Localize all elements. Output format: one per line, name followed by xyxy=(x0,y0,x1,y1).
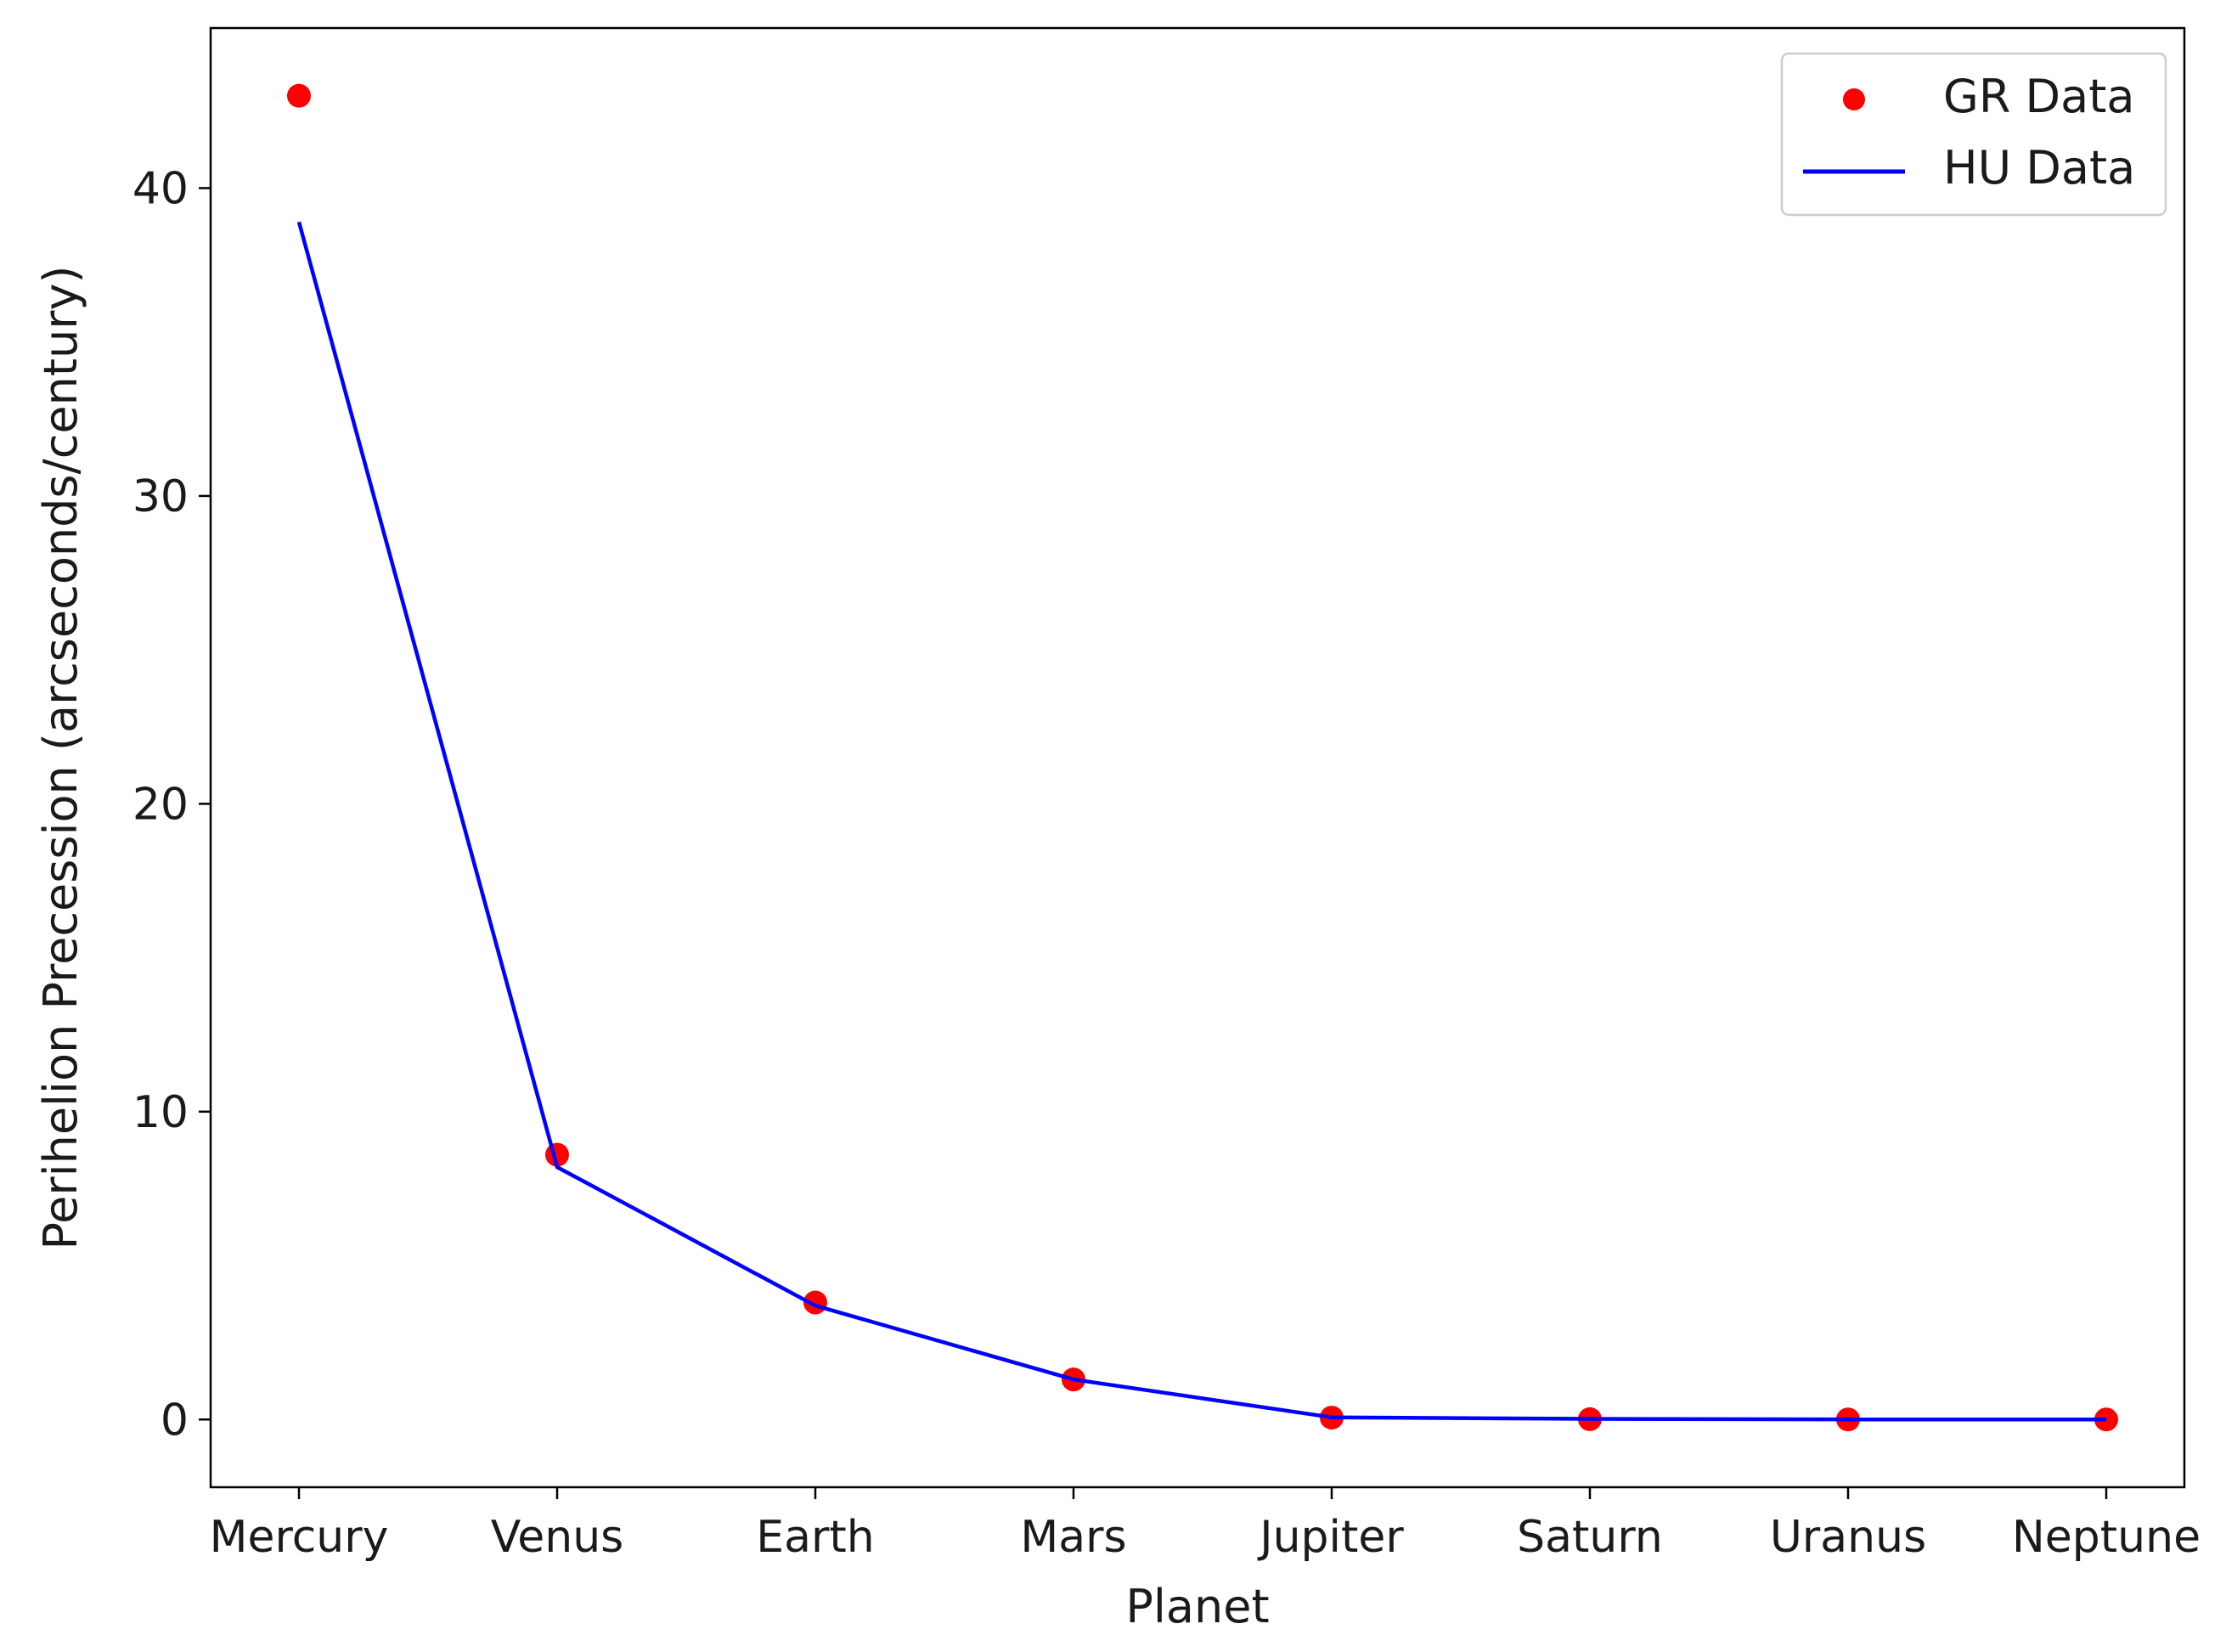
y-tick-label: 40 xyxy=(132,163,189,214)
x-axis-label: Planet xyxy=(1125,1580,1269,1633)
legend: GR Data HU Data xyxy=(1780,52,2167,217)
y-axis-ticks: 0 10 20 30 40 xyxy=(132,163,211,1446)
legend-hu-label: HU Data xyxy=(1943,141,2135,195)
y-tick-label: 30 xyxy=(132,471,189,522)
y-tick-label: 20 xyxy=(132,779,189,830)
x-tick-label: Mars xyxy=(1020,1512,1126,1563)
x-tick-label: Venus xyxy=(491,1512,624,1563)
plot-area xyxy=(209,26,2186,1489)
y-tick-label: 0 xyxy=(161,1395,189,1446)
x-tick-label: Saturn xyxy=(1517,1512,1663,1563)
hu-data-line xyxy=(296,221,2106,1422)
x-tick-label: Earth xyxy=(756,1512,874,1563)
legend-frame xyxy=(1780,52,2167,217)
x-axis-ticks: Mercury Venus Earth Mars Jupiter Saturn Uranus… xyxy=(210,1487,2201,1563)
y-axis-label: Perihelion Precession (arcseconds/centur… xyxy=(34,266,87,1250)
gr-data-point xyxy=(287,83,311,108)
x-tick-label: Neptune xyxy=(2012,1512,2201,1563)
legend-gr-marker xyxy=(1843,88,1865,110)
legend-gr-label: GR Data xyxy=(1943,70,2134,123)
x-tick-label: Mercury xyxy=(210,1512,389,1563)
x-tick-label: Uranus xyxy=(1770,1512,1926,1563)
y-tick-label: 10 xyxy=(132,1087,189,1138)
x-tick-label: Jupiter xyxy=(1257,1512,1404,1563)
series-layer xyxy=(287,83,2118,1432)
